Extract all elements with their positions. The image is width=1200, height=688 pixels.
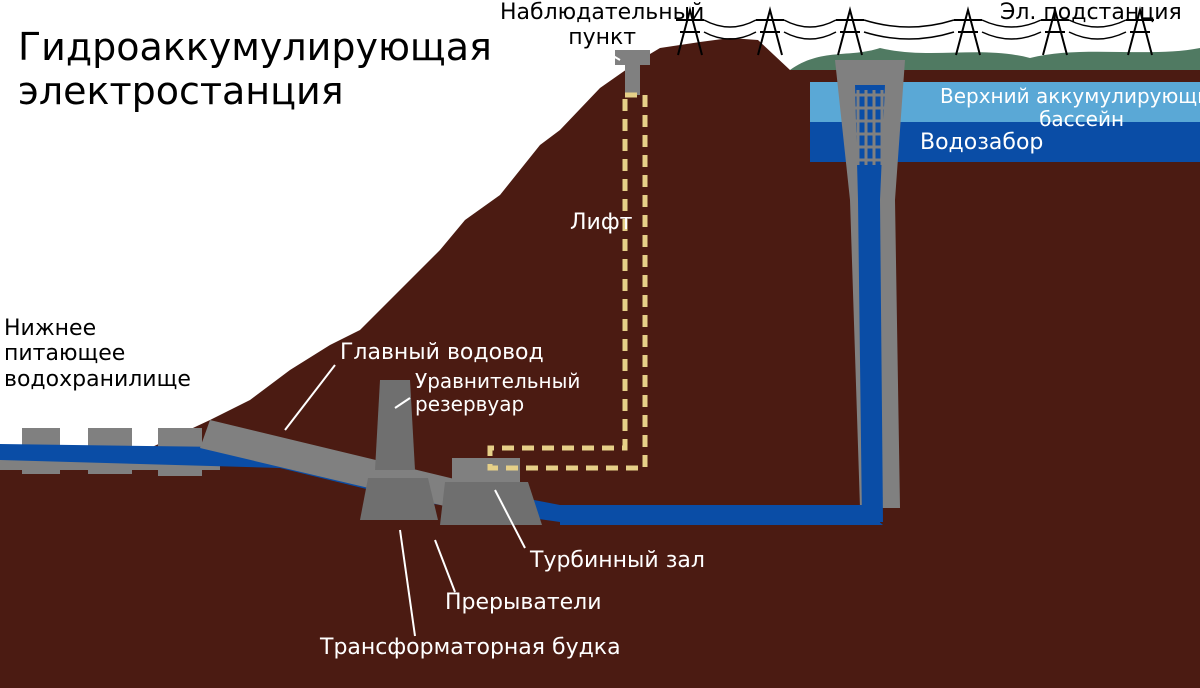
label-surge: Уравнительный резервуар: [415, 370, 580, 416]
label-transformer: Трансформаторная будка: [320, 635, 621, 660]
breaker-hall: [440, 482, 542, 525]
label-lower-res: Нижнее питающее водохранилище: [4, 316, 191, 392]
label-main-conduit: Главный водовод: [340, 340, 544, 365]
diagram-stage: Гидроаккумулирующая электростанцияНаблюд…: [0, 0, 1200, 688]
label-intake: Водозабор: [920, 130, 1043, 155]
label-upper-res: Верхний аккумулирующий бассейн: [940, 85, 1200, 131]
label-elevator: Лифт: [570, 210, 632, 235]
transformer-vault: [360, 478, 438, 520]
label-substation: Эл. подстанция: [1000, 0, 1182, 25]
page-title: Гидроаккумулирующая электростанция: [18, 26, 492, 113]
label-observation: Наблюдательный пункт: [500, 0, 704, 51]
label-turbine: Турбинный зал: [530, 548, 705, 573]
surge-tank: [375, 380, 415, 470]
label-breakers: Прерыватели: [445, 590, 602, 615]
